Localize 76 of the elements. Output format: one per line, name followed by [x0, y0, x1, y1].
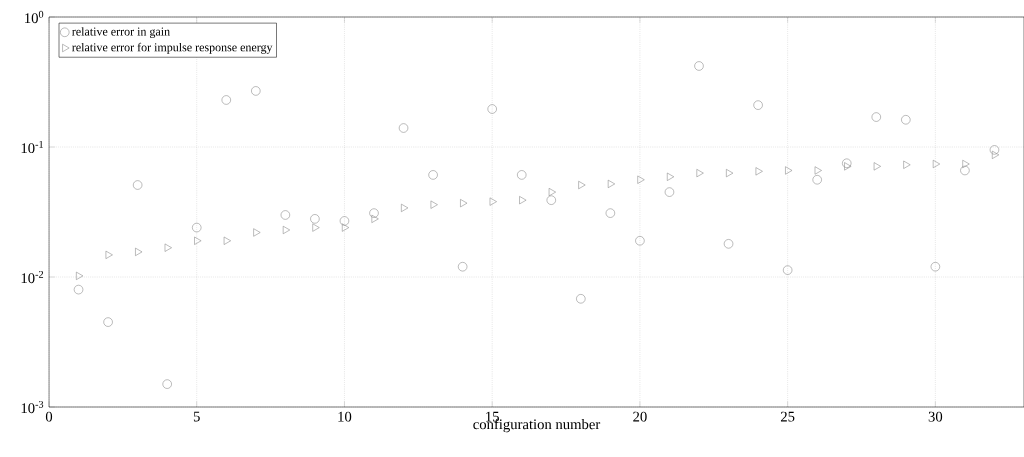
point	[460, 199, 468, 208]
point	[280, 210, 291, 220]
point	[989, 145, 1000, 155]
point	[901, 115, 911, 125]
point	[666, 172, 675, 181]
point	[844, 162, 852, 171]
point	[398, 123, 409, 133]
point	[726, 169, 734, 178]
point	[489, 197, 497, 206]
point	[637, 175, 645, 184]
point	[253, 228, 261, 237]
point	[428, 170, 438, 180]
x-tick-label: 5	[193, 411, 200, 422]
point	[251, 86, 261, 96]
x-tick-label: 20	[633, 411, 647, 422]
point	[223, 236, 231, 245]
point	[962, 159, 970, 169]
point	[960, 165, 970, 176]
point	[753, 100, 763, 110]
point	[517, 170, 527, 180]
point	[312, 223, 320, 232]
point	[546, 195, 556, 205]
point	[814, 166, 822, 175]
point	[457, 262, 468, 272]
legend-label: relative error in gain	[72, 27, 170, 39]
point	[605, 208, 616, 218]
point	[548, 188, 556, 197]
y-tick-label: 10$^{-3}$	[21, 400, 44, 414]
point	[607, 179, 616, 189]
point	[164, 243, 172, 252]
point	[635, 236, 645, 246]
point	[694, 61, 704, 71]
point	[105, 250, 113, 259]
point	[221, 95, 231, 105]
point	[487, 104, 497, 114]
point	[578, 180, 586, 190]
x-tick-label: 0	[45, 411, 53, 422]
point	[812, 175, 822, 185]
point	[192, 222, 202, 233]
point	[576, 294, 586, 304]
point	[401, 203, 409, 212]
point	[371, 214, 379, 223]
point	[132, 180, 143, 190]
point	[430, 200, 438, 209]
point	[310, 214, 320, 224]
point	[282, 225, 291, 235]
point	[903, 160, 911, 169]
point	[873, 162, 881, 171]
point	[723, 239, 734, 249]
point	[991, 150, 1000, 159]
point	[785, 166, 793, 175]
point	[103, 317, 113, 327]
point	[76, 271, 84, 280]
point	[755, 167, 763, 176]
point	[842, 158, 852, 168]
point	[339, 216, 350, 226]
point	[930, 262, 941, 272]
point	[135, 247, 143, 256]
point	[341, 223, 350, 232]
x-tick-label: 25	[780, 411, 795, 422]
point	[369, 208, 379, 218]
point	[194, 236, 202, 245]
x-tick-label: 30	[928, 411, 943, 422]
point	[871, 112, 881, 122]
point	[162, 379, 172, 389]
point	[782, 265, 793, 275]
point	[696, 169, 704, 178]
point	[664, 187, 675, 197]
x-tick-label: 10	[338, 411, 352, 422]
point	[519, 196, 527, 205]
y-tick-label: 10$^{-2}$	[21, 270, 44, 284]
y-tick-label: 10$^{-1}$	[21, 140, 44, 154]
point	[73, 284, 84, 295]
legend-label: relative error for impulse response energy	[72, 42, 273, 54]
point	[932, 159, 941, 169]
y-tick-label: 10$^{0}$	[25, 10, 44, 24]
